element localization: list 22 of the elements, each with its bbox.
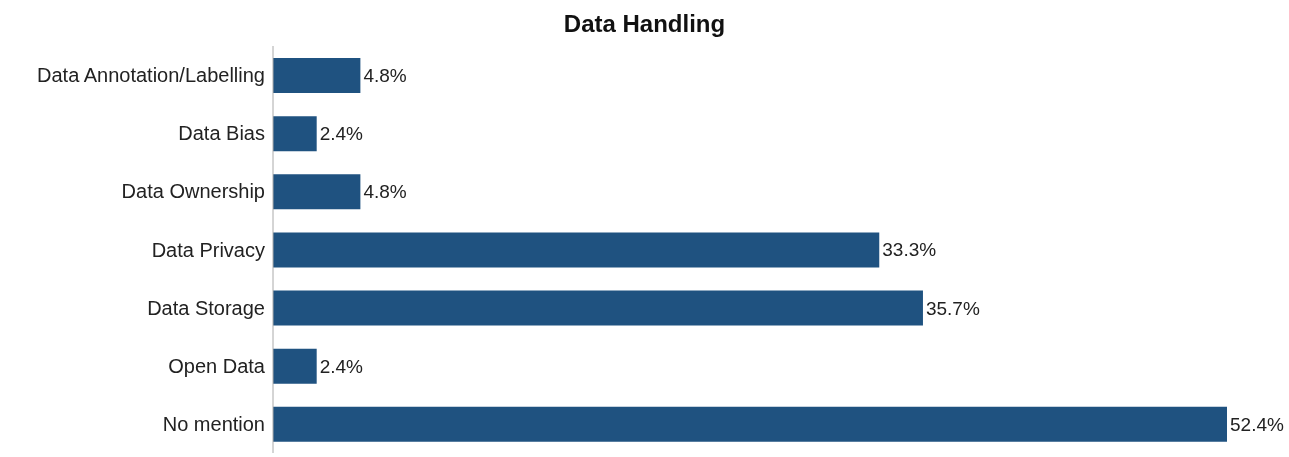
data-label: 52.4% <box>1230 413 1284 435</box>
y-tick-label: Data Ownership <box>121 180 265 203</box>
y-tick-label: Data Storage <box>147 296 265 319</box>
y-tick-label: Open Data <box>168 354 266 377</box>
data-label: 4.8% <box>363 181 407 203</box>
chart-title: Data Handling <box>562 10 727 38</box>
data-label: 2.4% <box>319 123 364 145</box>
data-label: 35.7% <box>925 297 980 319</box>
bar <box>273 232 880 268</box>
y-tick-label: Data Privacy <box>151 238 265 261</box>
bar <box>273 174 361 210</box>
bar <box>273 290 923 326</box>
y-tick-label: No mention <box>162 413 265 436</box>
bar <box>273 406 1227 442</box>
bar <box>273 348 317 384</box>
data-label: 33.3% <box>882 239 937 261</box>
y-tick-label: Data Bias <box>178 122 265 145</box>
bar <box>273 116 317 152</box>
data-label: 4.8% <box>363 65 407 86</box>
bar <box>273 58 361 93</box>
y-tick-label: Data Annotation/Labelling <box>37 64 265 87</box>
data-label: 2.4% <box>319 355 364 377</box>
